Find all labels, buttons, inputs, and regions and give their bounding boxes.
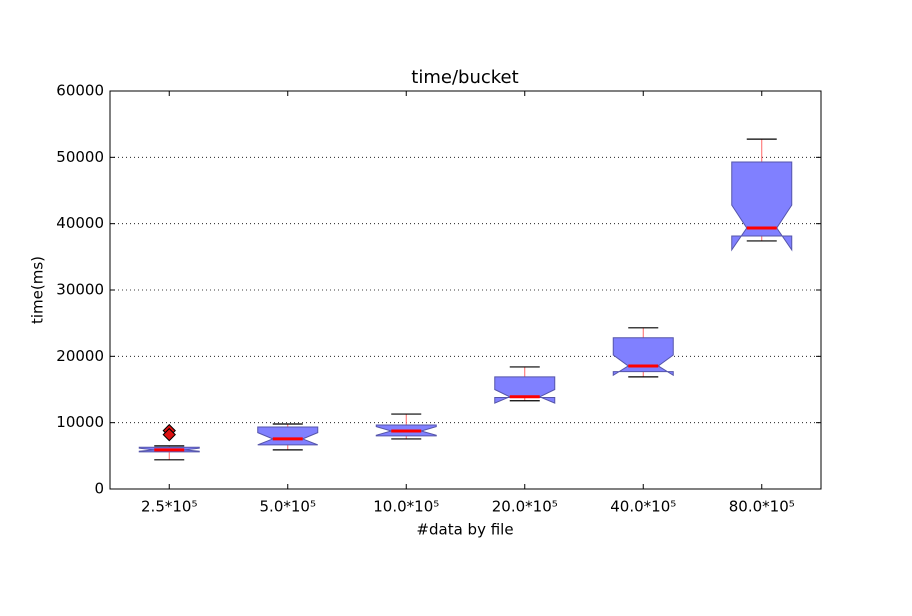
- x-tick-label: 80.0*10⁵: [729, 498, 795, 516]
- y-tick-label: 20000: [56, 347, 104, 365]
- x-tick-label: 20.0*10⁵: [492, 498, 558, 516]
- x-tick-label: 10.0*10⁵: [373, 498, 439, 516]
- y-tick-label: 60000: [56, 82, 104, 100]
- flier: [162, 427, 176, 442]
- box: [257, 426, 319, 446]
- x-axis-label: #data by file: [416, 521, 513, 539]
- chart-title: time/bucket: [411, 67, 518, 88]
- y-tick-label: 10000: [56, 413, 104, 431]
- box: [612, 337, 674, 377]
- x-tick-label: 2.5*10⁵: [141, 498, 197, 516]
- y-tick-label: 0: [94, 480, 104, 498]
- y-tick-label: 50000: [56, 148, 104, 166]
- y-tick-label: 30000: [56, 281, 104, 299]
- y-tick-label: 40000: [56, 214, 104, 232]
- plot-frame: [109, 90, 822, 490]
- y-axis-label: time(ms): [29, 256, 47, 324]
- x-tick-label: 5.0*10⁵: [260, 498, 316, 516]
- x-tick-label: 40.0*10⁵: [610, 498, 676, 516]
